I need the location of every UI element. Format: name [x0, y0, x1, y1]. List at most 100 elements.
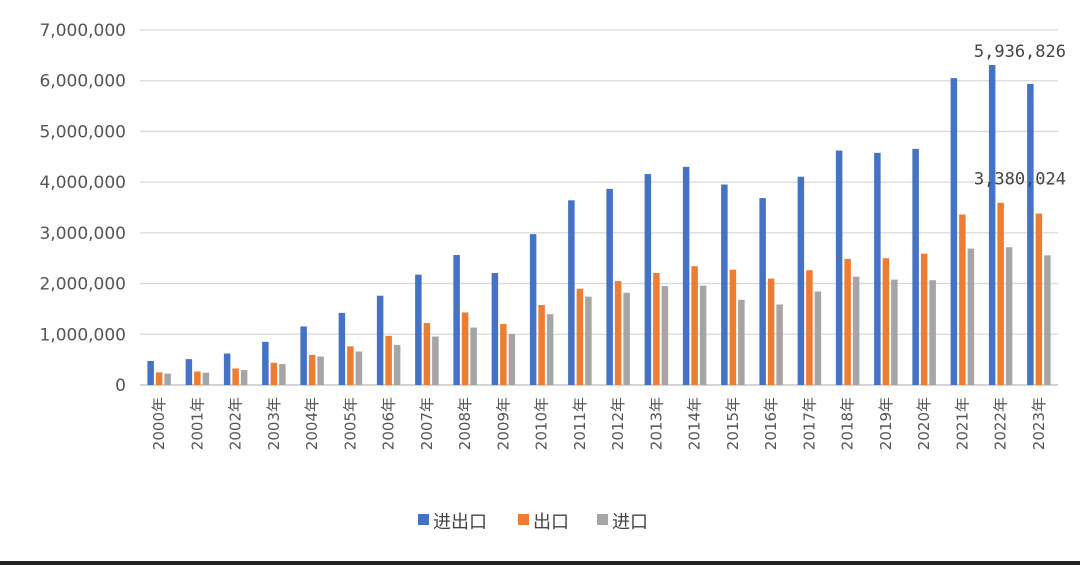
- bar-出口-2005年: [347, 346, 354, 385]
- x-tick-label: 2012年: [609, 397, 627, 450]
- legend-label: 出口: [533, 512, 569, 533]
- bar-出口-2015年: [729, 269, 737, 385]
- bar-进口-2014年: [699, 285, 707, 385]
- data-label: 5,936,826: [974, 42, 1066, 62]
- bar-进口-2008年: [470, 327, 477, 385]
- bar-出口-2007年: [423, 323, 431, 385]
- x-tick-label: 2002年: [227, 397, 245, 450]
- bar-进口-2004年: [317, 356, 324, 385]
- bar-进口-2012年: [623, 292, 630, 385]
- bar-进口-2000年: [164, 373, 171, 385]
- bar-出口-2009年: [500, 324, 507, 385]
- bar-出口-2008年: [461, 312, 469, 385]
- x-tick-label: 2019年: [877, 397, 895, 450]
- x-tick-label: 2013年: [647, 397, 665, 450]
- bar-进出口-2019年: [874, 152, 881, 385]
- bar-出口-2006年: [385, 335, 392, 385]
- bar-出口-2001年: [194, 371, 201, 385]
- bar-进出口-2008年: [453, 255, 460, 385]
- bar-进口-2022年: [1005, 247, 1013, 385]
- bar-进出口-2015年: [721, 184, 728, 385]
- bar-进出口-2016年: [759, 198, 766, 385]
- bar-出口-2002年: [232, 368, 239, 385]
- bar-进出口-2011年: [568, 200, 575, 385]
- x-tick-label: 2020年: [915, 397, 933, 450]
- x-tick-label: 2015年: [724, 397, 742, 450]
- bar-进口-2019年: [891, 279, 898, 385]
- bar-进出口-2018年: [835, 150, 843, 385]
- y-tick-label: 7,000,000: [39, 21, 126, 41]
- y-tick-label: 0: [115, 376, 126, 396]
- x-tick-label: 2004年: [303, 397, 321, 450]
- bar-进口-2021年: [967, 248, 975, 385]
- x-tick-label: 2011年: [571, 397, 589, 450]
- x-tick-label: 2022年: [992, 397, 1010, 450]
- bar-进出口-2012年: [606, 188, 613, 385]
- bar-出口-2017年: [806, 270, 813, 385]
- x-tick-label: 2008年: [456, 397, 474, 450]
- bar-进出口-2003年: [262, 341, 269, 385]
- bar-进口-2003年: [279, 364, 286, 385]
- x-tick-label: 2005年: [341, 397, 359, 450]
- x-tick-label: 2009年: [494, 397, 512, 450]
- bar-进口-2016年: [776, 304, 783, 385]
- x-tick-label: 2007年: [418, 397, 436, 450]
- x-tick-label: 2021年: [953, 397, 971, 450]
- bar-进口-2023年: [1044, 255, 1051, 385]
- bar-进出口-2002年: [223, 353, 231, 385]
- bar-进出口-2007年: [415, 274, 422, 385]
- x-tick-label: 2016年: [762, 397, 780, 450]
- bar-出口-2000年: [155, 372, 163, 385]
- x-tick-label: 2000年: [150, 397, 168, 450]
- bar-进口-2009年: [508, 333, 516, 385]
- bar-进口-2007年: [432, 336, 439, 385]
- x-tick-label: 2010年: [533, 397, 551, 450]
- bar-进出口-2013年: [644, 174, 652, 385]
- bar-出口-2010年: [538, 304, 545, 385]
- x-tick-label: 2014年: [686, 397, 704, 450]
- y-tick-label: 3,000,000: [39, 224, 126, 244]
- bar-出口-2011年: [576, 288, 584, 385]
- bar-进口-2015年: [738, 299, 745, 385]
- bar-出口-2023年: [1035, 213, 1043, 385]
- bar-进出口-2005年: [338, 312, 346, 385]
- legend-label: 进出口: [433, 512, 487, 533]
- legend-swatch-进出口: [418, 514, 429, 525]
- bar-出口-2020年: [920, 253, 928, 385]
- bar-出口-2013年: [653, 272, 660, 385]
- y-tick-label: 2,000,000: [39, 275, 126, 295]
- y-tick-label: 6,000,000: [39, 72, 126, 92]
- bar-出口-2004年: [308, 354, 316, 385]
- bar-出口-2019年: [882, 258, 890, 385]
- bar-进出口-2014年: [682, 166, 690, 385]
- y-tick-label: 5,000,000: [39, 122, 126, 142]
- bar-进口-2011年: [585, 296, 592, 385]
- bar-进出口-2017年: [797, 176, 805, 385]
- bar-进出口-2004年: [300, 326, 307, 385]
- bar-出口-2014年: [691, 266, 698, 385]
- bar-进出口-2001年: [185, 359, 193, 385]
- bar-出口-2012年: [614, 281, 622, 385]
- x-tick-label: 2003年: [265, 397, 283, 450]
- bar-出口-2021年: [959, 214, 966, 385]
- bar-进出口-2020年: [912, 148, 919, 385]
- legend-swatch-进口: [597, 514, 608, 525]
- bar-进口-2010年: [546, 314, 554, 385]
- data-label: 3,380,024: [974, 170, 1066, 190]
- bar-进出口-2000年: [147, 360, 154, 385]
- bar-进口-2013年: [661, 286, 669, 385]
- bar-进口-2017年: [814, 291, 822, 385]
- x-tick-label: 2001年: [188, 397, 206, 450]
- bar-进出口-2009年: [491, 273, 499, 385]
- bar-进出口-2010年: [529, 234, 537, 385]
- bar-进出口-2022年: [988, 65, 996, 385]
- x-tick-label: 2023年: [1030, 397, 1048, 450]
- bar-进口-2006年: [393, 344, 401, 385]
- bar-出口-2003年: [270, 362, 278, 385]
- bar-进出口-2023年: [1027, 83, 1034, 385]
- x-tick-label: 2017年: [800, 397, 818, 450]
- bar-进口-2020年: [929, 280, 936, 385]
- legend-label: 进口: [612, 512, 648, 533]
